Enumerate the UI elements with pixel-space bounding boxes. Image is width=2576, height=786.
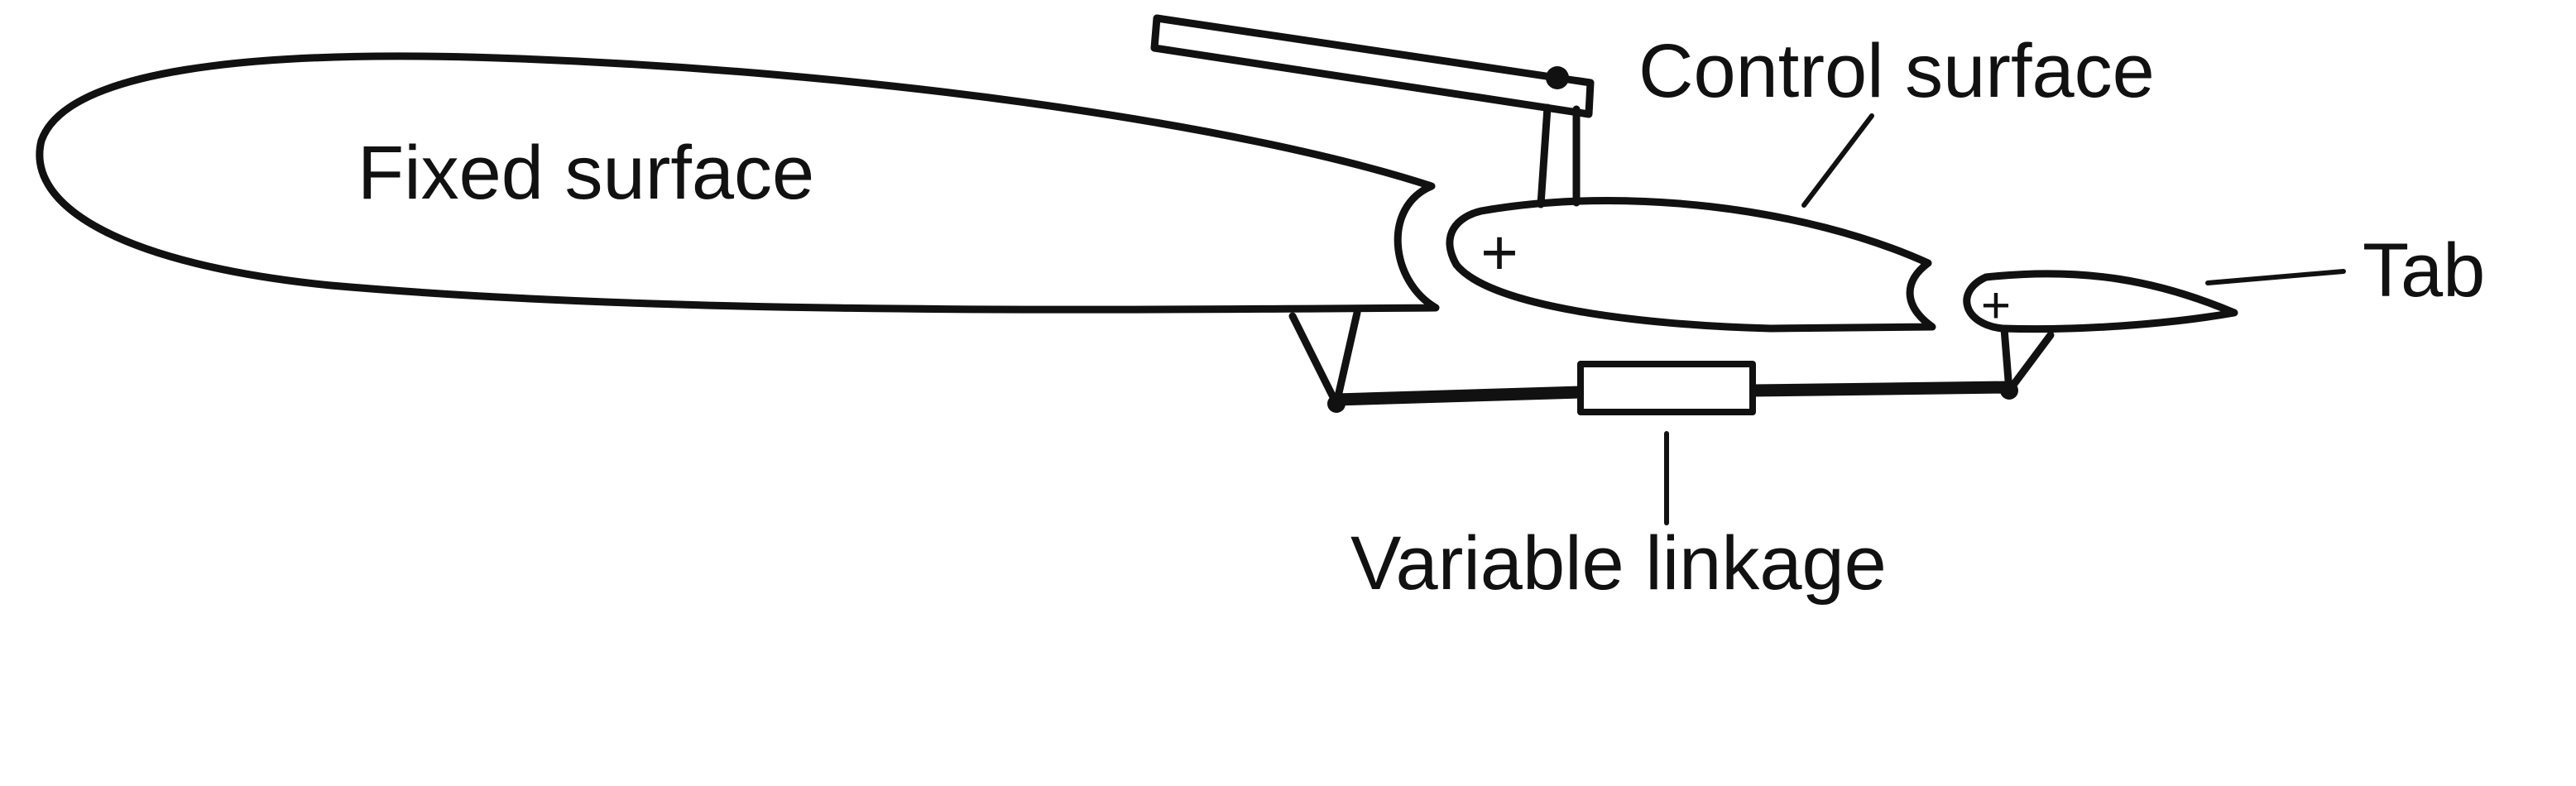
control-surface-shape	[1446, 196, 1936, 333]
tab-bracket	[2000, 324, 2055, 395]
fixed-surface-shape	[36, 52, 1440, 314]
control-horn-post-left	[1537, 103, 1552, 208]
linkage-rod-right	[1746, 381, 2016, 397]
tab-hinge-marker: +	[1981, 277, 2011, 334]
variable-linkage-label: Variable linkage	[1350, 521, 1887, 606]
control-surface-hinge-marker: +	[1480, 216, 1518, 289]
control-horn-pivot	[1546, 66, 1569, 89]
variable-linkage-box	[1577, 361, 1756, 415]
control-surface-label: Control surface	[1638, 29, 2155, 113]
control-horn-arm	[1150, 14, 1595, 118]
linkage-rod-left	[1330, 386, 1587, 406]
tab-shape	[1963, 270, 2238, 333]
tab-leader	[2205, 269, 2346, 285]
fixed-surface-label: Fixed surface	[357, 131, 814, 215]
fixed-surface-bracket	[1288, 309, 1361, 408]
tab-label: Tab	[2363, 228, 2485, 313]
control-surface-leader	[1801, 113, 1874, 208]
